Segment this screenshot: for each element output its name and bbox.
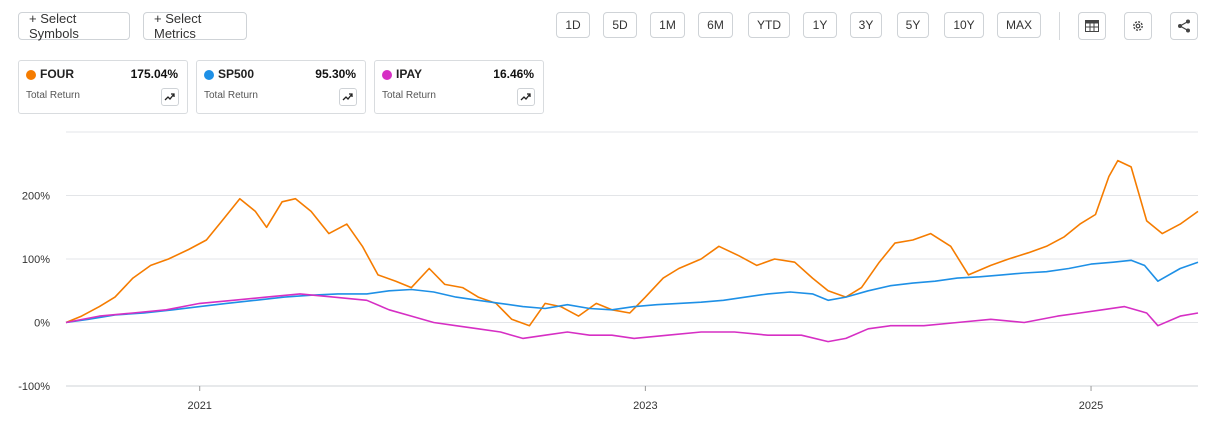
y-tick-label: -100% bbox=[18, 381, 50, 393]
performance-line-chart[interactable]: 200% 100% 0% -100% 2021 2023 2025 bbox=[0, 118, 1219, 441]
range-5d-button[interactable]: 5D bbox=[603, 12, 637, 38]
series-line-ipay bbox=[65, 293, 1199, 343]
range-ytd-button[interactable]: YTD bbox=[748, 12, 790, 38]
x-tick-label: 2021 bbox=[187, 400, 211, 412]
gear-icon bbox=[1133, 21, 1143, 31]
legend-card-ipay[interactable]: IPAY 16.46% Total Return bbox=[374, 60, 544, 114]
series-metric-label: Total Return bbox=[204, 90, 258, 101]
table-icon bbox=[1085, 20, 1099, 32]
range-1d-button[interactable]: 1D bbox=[556, 12, 590, 38]
series-total-return-value: 175.04% bbox=[130, 67, 178, 81]
y-tick-label: 200% bbox=[22, 191, 50, 203]
trend-chart-button[interactable] bbox=[339, 88, 357, 106]
range-1m-button[interactable]: 1M bbox=[650, 12, 685, 38]
series-lines bbox=[65, 159, 1199, 343]
x-axis: 2021 2023 2025 bbox=[66, 385, 1198, 412]
series-color-dot bbox=[204, 70, 214, 80]
x-tick-label: 2023 bbox=[633, 400, 657, 412]
series-color-dot bbox=[382, 70, 392, 80]
y-tick-label: 0% bbox=[34, 318, 50, 330]
range-3y-button[interactable]: 3Y bbox=[850, 12, 882, 38]
toolbar-divider bbox=[1059, 12, 1060, 40]
trend-up-icon bbox=[520, 93, 531, 101]
range-max-button[interactable]: MAX bbox=[997, 12, 1041, 38]
range-1y-button[interactable]: 1Y bbox=[803, 12, 837, 38]
trend-up-icon bbox=[342, 93, 353, 101]
series-metric-label: Total Return bbox=[26, 90, 80, 101]
series-metric-label: Total Return bbox=[382, 90, 436, 101]
chart-grid bbox=[66, 131, 1198, 387]
series-line-four bbox=[65, 159, 1199, 327]
share-button[interactable] bbox=[1170, 12, 1198, 40]
table-view-button[interactable] bbox=[1078, 12, 1106, 40]
y-tick-label: 100% bbox=[22, 254, 50, 266]
select-symbols-button[interactable]: + Select Symbols bbox=[18, 11, 130, 41]
range-5y-button[interactable]: 5Y bbox=[897, 12, 929, 38]
trend-chart-button[interactable] bbox=[161, 88, 179, 106]
series-total-return-value: 16.46% bbox=[493, 67, 534, 81]
range-6m-button[interactable]: 6M bbox=[698, 12, 733, 38]
x-tick-label: 2025 bbox=[1079, 400, 1103, 412]
range-10y-button[interactable]: 10Y bbox=[944, 12, 984, 38]
y-axis: 200% 100% 0% -100% bbox=[18, 191, 50, 394]
share-icon bbox=[1178, 19, 1190, 33]
series-line-sp500 bbox=[65, 259, 1199, 324]
series-color-dot bbox=[26, 70, 36, 80]
trend-chart-button[interactable] bbox=[517, 88, 535, 106]
trend-up-icon bbox=[164, 93, 175, 101]
series-total-return-value: 95.30% bbox=[315, 67, 356, 81]
settings-button[interactable] bbox=[1124, 12, 1152, 40]
series-symbol: FOUR bbox=[40, 67, 74, 81]
series-symbol: SP500 bbox=[218, 67, 255, 81]
legend-card-sp500[interactable]: SP500 95.30% Total Return bbox=[196, 60, 366, 114]
select-metrics-button[interactable]: + Select Metrics bbox=[143, 11, 247, 41]
series-symbol: IPAY bbox=[396, 67, 423, 81]
legend-card-four[interactable]: FOUR 175.04% Total Return bbox=[18, 60, 188, 114]
